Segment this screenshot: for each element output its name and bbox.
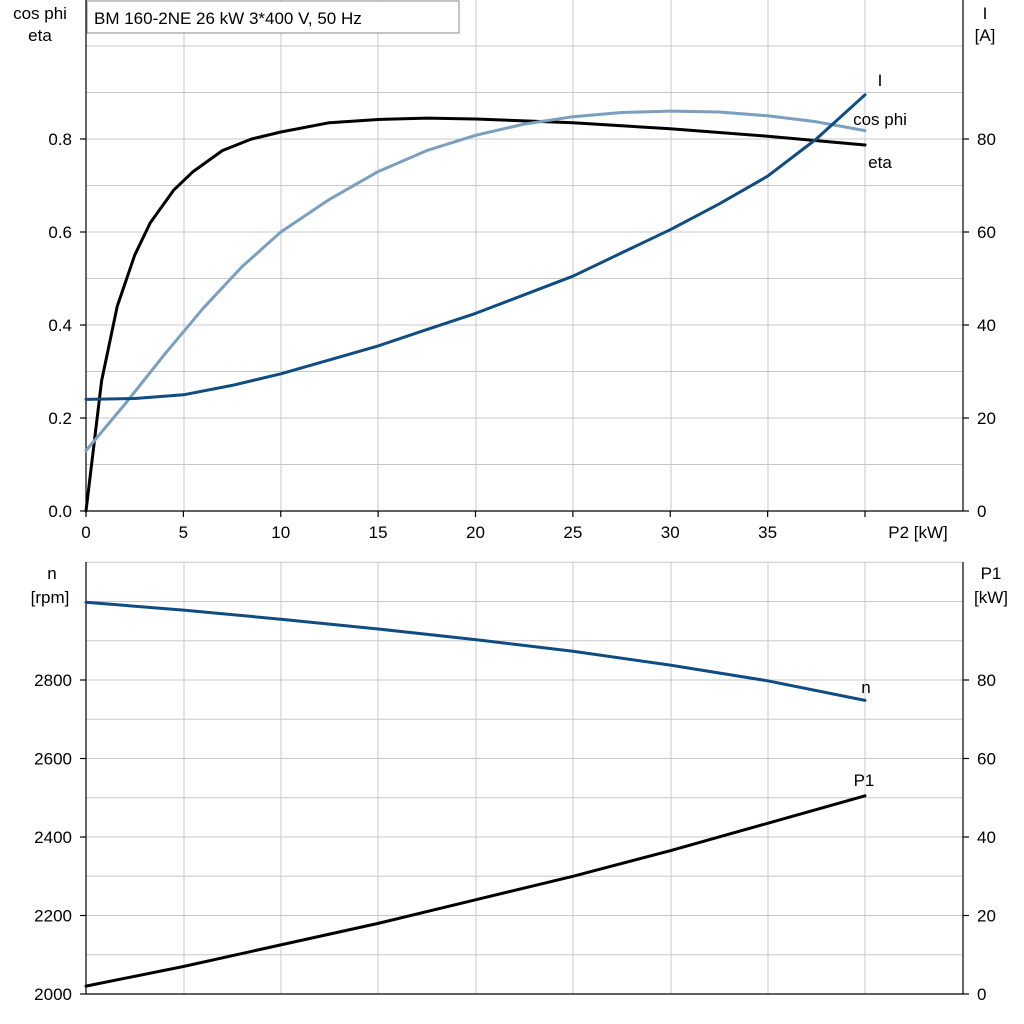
top-right-tick-label: 40 bbox=[977, 316, 996, 335]
top-x-tick-label: 30 bbox=[661, 523, 680, 542]
curve-eta bbox=[84, 116, 867, 513]
top-left-tick-label: 0.0 bbox=[48, 502, 72, 521]
y-left-label-eta: eta bbox=[28, 26, 52, 45]
curve-p1 bbox=[84, 794, 867, 988]
bottom-right-tick-label: 0 bbox=[977, 985, 986, 1004]
top-left-tick-label: 0.8 bbox=[48, 130, 72, 149]
curve-n bbox=[84, 600, 867, 702]
title-box bbox=[86, 0, 460, 34]
top-x-tick-label: 35 bbox=[758, 523, 777, 542]
bottom-left-tick-label: 2400 bbox=[34, 828, 72, 847]
top-right-tick-label: 0 bbox=[977, 502, 986, 521]
y-left-label-speed: n bbox=[47, 564, 56, 583]
bottom-right-tick-label: 20 bbox=[977, 907, 996, 926]
top-plot-area bbox=[86, 0, 963, 511]
y-right-label-kw: [kW] bbox=[974, 588, 1008, 607]
bottom-left-tick-label: 2000 bbox=[34, 985, 72, 1004]
y-right-label-p1: P1 bbox=[981, 564, 1002, 583]
top-x-tick-label: 15 bbox=[369, 523, 388, 542]
curve-cos-phi bbox=[84, 109, 867, 453]
y-left-label-cosphi: cos phi bbox=[13, 4, 67, 23]
bottom-right-tick-label: 60 bbox=[977, 750, 996, 769]
top-x-tick-label: 10 bbox=[271, 523, 290, 542]
curve-label-p1: P1 bbox=[854, 771, 875, 790]
bottom-plot-area bbox=[86, 562, 963, 994]
bottom-right-tick-label: 40 bbox=[977, 828, 996, 847]
top-right-tick-label: 60 bbox=[977, 223, 996, 242]
top-right-tick-label: 20 bbox=[977, 409, 996, 428]
top-left-tick-label: 0.2 bbox=[48, 409, 72, 428]
bottom-right-tick-label: 80 bbox=[977, 671, 996, 690]
chart-title: BM 160-2NE 26 kW 3*400 V, 50 Hz bbox=[94, 9, 362, 28]
y-left-label-rpm: [rpm] bbox=[31, 588, 70, 607]
x-axis-label: P2 [kW] bbox=[888, 523, 948, 542]
curve-label-i: I bbox=[878, 71, 883, 90]
top-left-tick-label: 0.6 bbox=[48, 223, 72, 242]
y-right-label-unit: [A] bbox=[975, 26, 996, 45]
top-x-tick-label: 0 bbox=[81, 523, 90, 542]
curve-label-cosphi: cos phi bbox=[853, 110, 907, 129]
curve-label-n: n bbox=[861, 678, 870, 697]
top-x-tick-label: 20 bbox=[466, 523, 485, 542]
top-right-tick-label: 80 bbox=[977, 130, 996, 149]
curve-label-eta: eta bbox=[868, 153, 892, 172]
y-right-label-current: I bbox=[983, 4, 988, 23]
bottom-left-tick-label: 2200 bbox=[34, 907, 72, 926]
curve-i bbox=[84, 93, 867, 401]
top-x-tick-label: 25 bbox=[563, 523, 582, 542]
top-left-tick-label: 0.4 bbox=[48, 316, 72, 335]
bottom-left-tick-label: 2600 bbox=[34, 750, 72, 769]
top-x-tick-label: 5 bbox=[179, 523, 188, 542]
bottom-left-tick-label: 2800 bbox=[34, 671, 72, 690]
